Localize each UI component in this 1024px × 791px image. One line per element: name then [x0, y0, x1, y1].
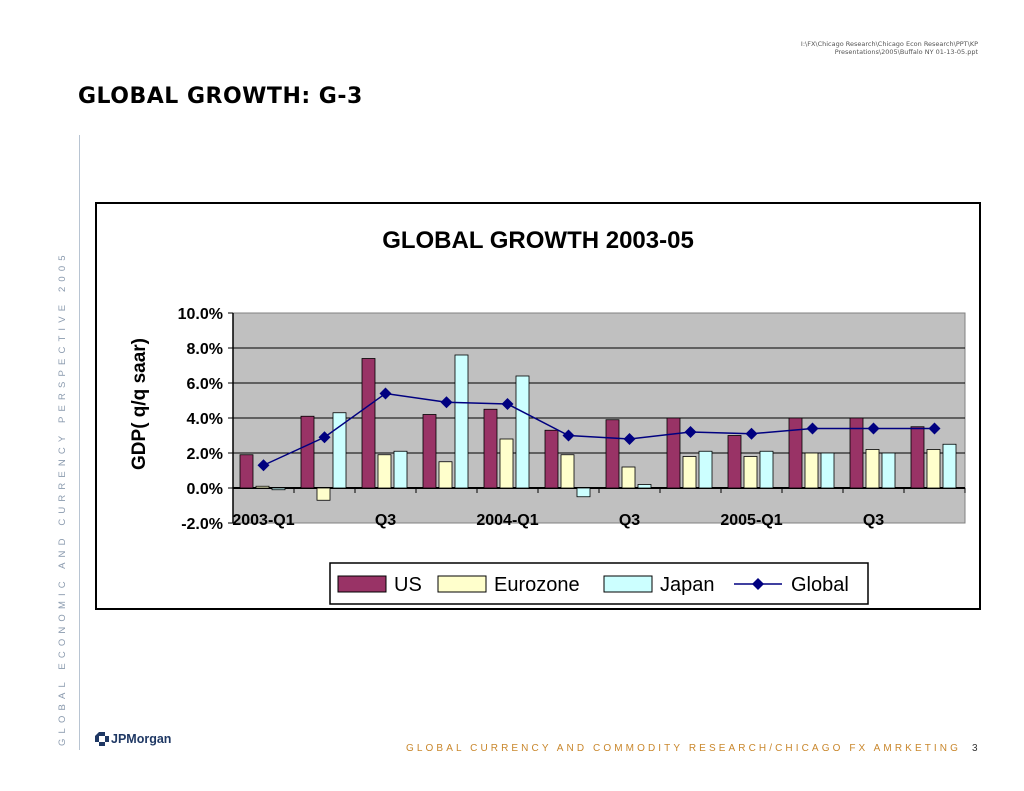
- page-number: 3: [972, 743, 978, 754]
- legend-swatch-us: [337, 575, 387, 593]
- bar-eurozone: [865, 449, 880, 489]
- bar-japan: [576, 487, 591, 498]
- bar-japan: [820, 452, 835, 489]
- legend-label-eurozone: Eurozone: [494, 574, 580, 596]
- legend-swatch-eurozone: [437, 575, 487, 593]
- bar-japan: [759, 450, 774, 489]
- global-point: [745, 427, 758, 440]
- bar-eurozone: [377, 454, 392, 489]
- global-point: [379, 387, 392, 400]
- x-tick-label: 2005-Q1: [720, 512, 782, 529]
- jpmorgan-logo: JPMorgan: [94, 731, 171, 747]
- bar-japan: [698, 450, 713, 489]
- bar-eurozone: [438, 461, 453, 489]
- bar-us: [727, 435, 742, 489]
- bar-japan: [332, 412, 347, 489]
- global-point: [501, 398, 514, 410]
- side-divider: [79, 135, 80, 750]
- y-tick-label: 6.0%: [187, 376, 223, 393]
- global-point: [806, 422, 819, 435]
- bar-eurozone: [255, 485, 270, 489]
- bar-eurozone: [926, 449, 941, 489]
- y-tick-label: -2.0%: [181, 516, 223, 533]
- bar-us: [605, 419, 620, 489]
- global-point: [440, 396, 453, 409]
- legend-label-japan: Japan: [660, 574, 715, 596]
- bar-eurozone: [621, 466, 636, 489]
- global-point: [867, 422, 880, 435]
- bar-eurozone: [804, 452, 819, 489]
- bar-us: [849, 417, 864, 489]
- bar-japan: [942, 443, 957, 489]
- bar-japan: [881, 452, 896, 489]
- vertical-side-text: GLOBAL ECONOMIC AND CURRENCY PERSPECTIVE…: [57, 250, 68, 746]
- x-tick-label: Q3: [375, 512, 396, 529]
- bar-us: [300, 415, 315, 489]
- legend-label-global: Global: [791, 574, 849, 596]
- slide-title: GLOBAL GROWTH: G-3: [78, 84, 363, 109]
- bar-us: [666, 417, 681, 489]
- bar-japan: [515, 375, 530, 489]
- footer-tagline: GLOBAL CURRENCY AND COMMODITY RESEARCH/C…: [406, 743, 961, 754]
- x-tick-label: 2003-Q1: [232, 512, 294, 529]
- bar-us: [422, 414, 437, 489]
- bar-us: [361, 358, 376, 489]
- y-axis-title: GDP( q/q saar): [129, 338, 150, 470]
- global-point: [562, 429, 575, 442]
- file-path-text: I:\FX\Chicago Research\Chicago Econ Rese…: [800, 40, 978, 56]
- bar-us: [544, 429, 559, 489]
- chart-title: GLOBAL GROWTH 2003-05: [382, 227, 694, 254]
- bar-japan: [637, 484, 652, 489]
- bar-us: [239, 454, 254, 489]
- chart-canvas: GLOBAL GROWTH 2003-05 10.0% 8.0% 6.0% 4.0% 2.…: [129, 227, 966, 605]
- bar-japan: [454, 354, 469, 489]
- global-point: [928, 422, 941, 435]
- legend-swatch-japan: [603, 575, 653, 593]
- bar-eurozone: [743, 456, 758, 489]
- legend-marker-global: [752, 578, 764, 590]
- bar-us: [483, 408, 498, 489]
- logo-mark-icon: [95, 732, 109, 746]
- x-tick-label: 2004-Q1: [476, 512, 538, 529]
- bar-us: [910, 426, 925, 489]
- x-tick-label: Q3: [619, 512, 640, 529]
- bar-eurozone: [682, 456, 697, 489]
- bar-japan: [393, 450, 408, 489]
- y-tick-label: 2.0%: [187, 446, 223, 463]
- global-point: [257, 459, 270, 472]
- chart-frame: GLOBAL GROWTH 2003-05 10.0% 8.0% 6.0% 4.0% 2.…: [95, 202, 981, 610]
- y-tick-label: 0.0%: [187, 481, 223, 498]
- y-tick-label: 8.0%: [187, 341, 223, 358]
- bar-eurozone: [499, 438, 514, 489]
- y-tick-label: 10.0%: [178, 306, 223, 323]
- x-tick-label: Q3: [863, 512, 884, 529]
- bar-japan: [271, 487, 286, 491]
- global-point: [623, 433, 636, 445]
- legend-label-us: US: [394, 574, 422, 596]
- bar-eurozone: [560, 454, 575, 489]
- global-point: [684, 426, 697, 438]
- global-line: [263, 392, 935, 466]
- logo-text: JPMorgan: [111, 732, 172, 746]
- bar-eurozone: [316, 487, 331, 501]
- global-point: [318, 431, 331, 444]
- bar-us: [788, 417, 803, 489]
- y-tick-label: 4.0%: [187, 411, 223, 428]
